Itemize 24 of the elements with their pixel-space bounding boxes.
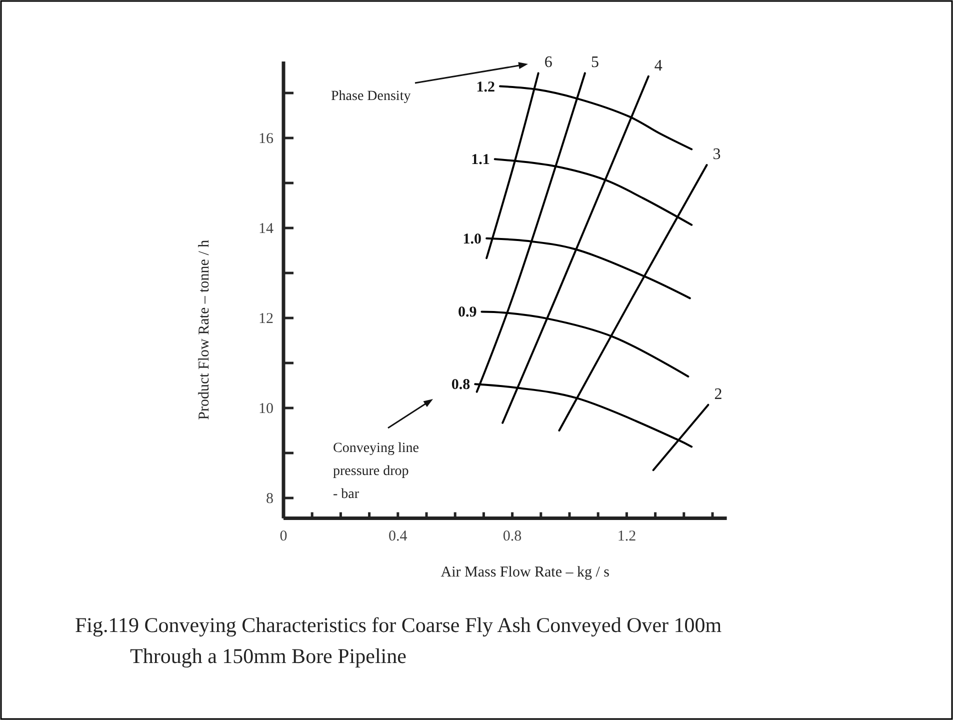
y-tick-label: 12 (258, 311, 274, 327)
annotation: Conveying line pressure drop - bar (333, 441, 419, 502)
y-axis-title: Product Flow Rate – tonne / h (196, 239, 212, 420)
y-tick-label: 10 (258, 401, 274, 417)
series-label: 3 (712, 146, 721, 163)
y-tick-label: 14 (258, 221, 274, 237)
x-tick-label: 0.8 (502, 528, 522, 544)
text: Fig.119 Conveying Characteristics for Coarse Fly Ash Conveyed Over 100m Through a 150mm Bore Pipeline (75, 613, 722, 668)
series-label: 1.2 (476, 79, 495, 96)
y-tick-label: 16 (258, 131, 274, 147)
x-tick-label: 0 (280, 528, 288, 544)
series-label: 1.0 (462, 231, 482, 248)
series-label: 5 (590, 54, 599, 72)
series-label: 1.1 (471, 152, 490, 168)
y-tick-label: 8 (266, 491, 274, 507)
x-tick-label: 0.4 (388, 528, 408, 544)
series-label: 0.8 (451, 377, 470, 394)
series-label: 4 (654, 57, 662, 74)
x-axis-title: Air Mass Flow Rate – kg / s (440, 564, 610, 580)
annotation: Phase Density (331, 89, 411, 104)
series-label: 0.9 (458, 304, 477, 321)
series-label: 2 (714, 386, 722, 403)
series-label: 6 (544, 54, 552, 72)
x-tick-label: 1.2 (617, 528, 636, 544)
